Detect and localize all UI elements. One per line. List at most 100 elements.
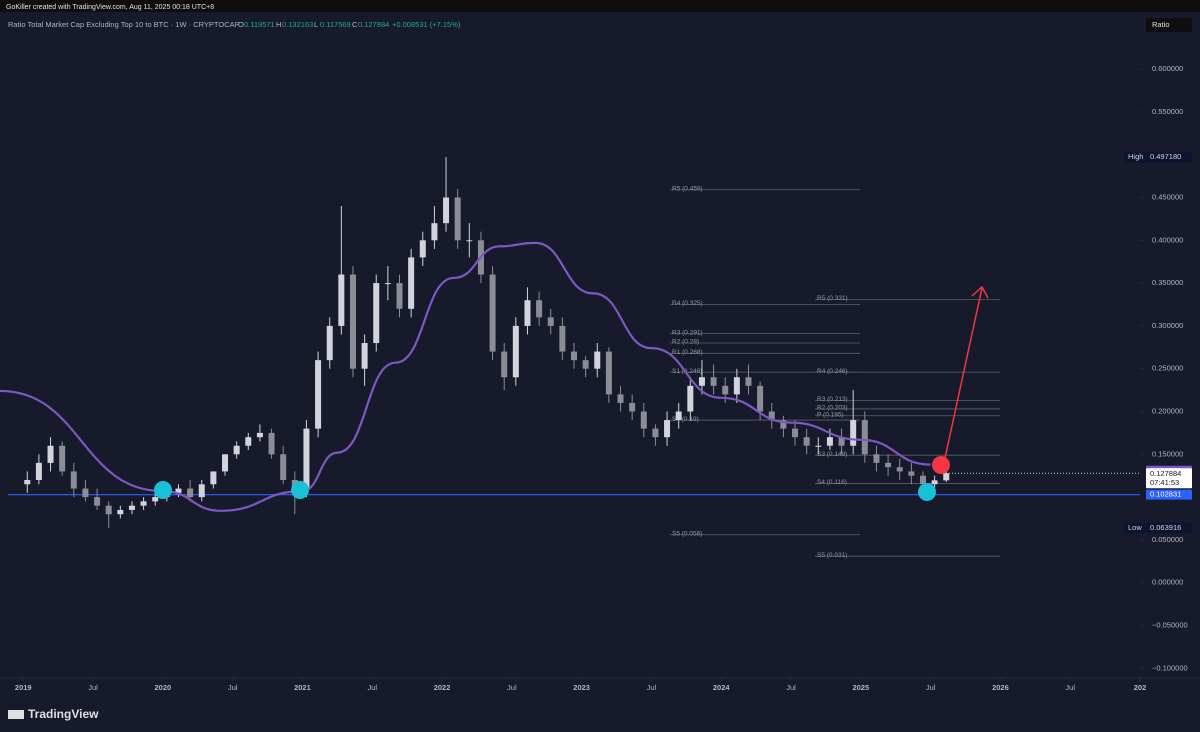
x-tick-label: Jul <box>88 683 98 692</box>
candle-body <box>943 473 950 481</box>
scale-button-label[interactable]: Ratio <box>1152 20 1170 29</box>
pivot-label: R3 (0.213) <box>817 396 848 403</box>
footer <box>0 700 1200 732</box>
ohlc-key: C <box>352 20 358 29</box>
candle-body <box>140 501 147 506</box>
credit: GoKiller created with TradingView.com, A… <box>6 4 214 11</box>
candle-body <box>757 385 764 412</box>
candle-body <box>187 488 194 498</box>
support-price-bg <box>1146 489 1192 500</box>
pivot-label: R5 (0.459) <box>672 185 703 192</box>
y-tick-label: 0.550000 <box>1152 107 1183 116</box>
extreme-name: High <box>1128 152 1143 161</box>
candle-body <box>47 445 54 463</box>
candle-body <box>780 420 787 429</box>
last-price: 0.127884 <box>1150 469 1181 478</box>
candle-body <box>35 462 42 480</box>
y-tick-label: 0.450000 <box>1152 192 1183 201</box>
pivot-label: R2 (0.203) <box>817 405 848 412</box>
x-tick-label: Jul <box>507 683 517 692</box>
ohlc-value: 0.132163 <box>282 20 313 29</box>
y-tick-label: 0.350000 <box>1152 278 1183 287</box>
pivot-label: R4 (0.246) <box>817 368 848 375</box>
candle-body <box>117 509 124 515</box>
candle-body <box>640 411 647 429</box>
ohlc-value: 0.127884 <box>358 20 389 29</box>
candle-body <box>245 437 252 446</box>
x-tick-label: Jul <box>228 683 238 692</box>
ohlc-change: +0.008531 (+7.15%) <box>392 20 461 29</box>
candle-body <box>850 420 857 446</box>
y-tick-label: −0.100000 <box>1152 663 1188 672</box>
candle-body <box>70 471 77 489</box>
y-tick-label: 0.250000 <box>1152 364 1183 373</box>
candle-body <box>198 484 205 498</box>
x-tick-label: 2023 <box>573 683 590 692</box>
candle-body <box>82 488 89 498</box>
y-tick-label: 0.600000 <box>1152 64 1183 73</box>
candle-body <box>268 432 275 455</box>
y-tick-label: 0.400000 <box>1152 235 1183 244</box>
candle-body <box>384 283 391 285</box>
pivot-label: S1 (0.246) <box>672 368 702 375</box>
y-tick-label: 0.000000 <box>1152 578 1183 587</box>
candle-body <box>303 428 310 489</box>
x-tick-label: 2024 <box>713 683 731 692</box>
y-tick-label: 0.150000 <box>1152 449 1183 458</box>
candle-body <box>222 454 229 472</box>
last-price-bg <box>1146 468 1192 489</box>
candle-body <box>664 420 671 438</box>
candle-body <box>768 411 775 421</box>
x-tick-label: 2022 <box>434 683 451 692</box>
candle-body <box>710 377 717 386</box>
candle-body <box>896 467 903 472</box>
candle-body <box>326 325 333 361</box>
ohlc-value: 0.119571 <box>244 20 275 29</box>
ohlc-key: L <box>314 20 318 29</box>
y-tick-label: 0.300000 <box>1152 321 1183 330</box>
candle-body <box>559 325 566 352</box>
candle-body <box>338 274 345 326</box>
candle-body <box>582 360 589 369</box>
arrow <box>944 287 983 459</box>
pivot-label: S3 (0.149) <box>817 451 847 458</box>
brand: TradingView <box>28 707 99 721</box>
candle-body <box>466 240 473 242</box>
candle-body <box>873 454 880 463</box>
x-tick-label: 2025 <box>852 683 869 692</box>
candle-body <box>547 317 554 326</box>
candle-body <box>571 351 577 361</box>
marker-circle <box>154 481 172 499</box>
marker-circle <box>932 456 950 474</box>
x-tick-label: Jul <box>647 683 657 692</box>
candle-body <box>280 454 287 480</box>
y-tick-label: 0.050000 <box>1152 535 1183 544</box>
candle-body <box>105 505 112 515</box>
candle-body <box>792 428 799 438</box>
candle-body <box>838 437 845 446</box>
candle-body <box>373 283 380 344</box>
brand-logo <box>8 710 24 719</box>
extreme-bg <box>1124 523 1192 534</box>
pivot-label: S4 (0.116) <box>817 479 847 486</box>
candle-body <box>419 240 426 258</box>
candle-body <box>815 445 822 447</box>
extreme-name: Low <box>1128 523 1142 532</box>
candle-body <box>687 385 694 412</box>
pivot-label: S5 (0.056) <box>672 530 702 537</box>
candle-body <box>617 394 624 403</box>
candle-body <box>826 437 833 446</box>
candle-body <box>454 197 461 241</box>
candle-body <box>652 428 659 438</box>
x-tick-label: 202 <box>1134 683 1147 692</box>
candle-body <box>675 411 682 421</box>
candle-body <box>128 505 135 510</box>
scale-button[interactable] <box>1146 18 1192 32</box>
pivot-label: R2 (0.28) <box>672 339 699 346</box>
pivot-label: R4 (0.325) <box>672 300 703 307</box>
x-tick-label: 2020 <box>155 683 172 692</box>
candle-body <box>59 445 66 472</box>
extreme-price: 0.497180 <box>1150 152 1181 161</box>
pivot-label: R5 (0.331) <box>817 295 848 302</box>
